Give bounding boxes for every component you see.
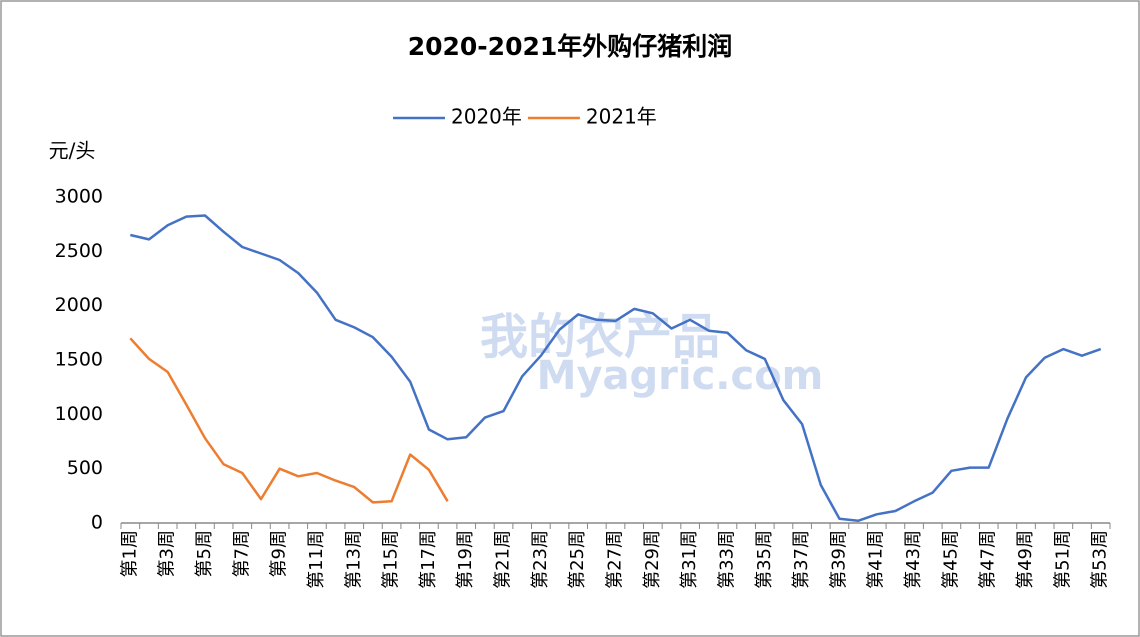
x-tick-label: 第23周 xyxy=(530,530,551,589)
x-tick-label: 第41周 xyxy=(866,530,887,589)
x-tick-label: 第1周 xyxy=(119,530,140,577)
x-tick-label: 第45周 xyxy=(940,530,961,589)
y-tick-label: 1500 xyxy=(55,349,103,371)
x-tick-label: 第11周 xyxy=(306,530,327,589)
line-series xyxy=(130,214,1102,523)
x-tick-label: 第29周 xyxy=(642,530,663,589)
chart-title: 2020-2021年外购仔猪利润 xyxy=(408,32,733,61)
x-tick-label: 第19周 xyxy=(455,530,476,589)
x-tick-label: 第5周 xyxy=(194,530,215,577)
x-tick-label: 第51周 xyxy=(1052,530,1073,589)
y-tick-label: 3000 xyxy=(55,186,103,208)
x-tick-label: 第31周 xyxy=(679,530,700,589)
x-tick-label: 第43周 xyxy=(903,530,924,589)
x-tick-label: 第53周 xyxy=(1090,530,1111,589)
y-tick-label: 0 xyxy=(91,512,103,534)
x-tick-label: 第35周 xyxy=(754,530,775,589)
line-series xyxy=(129,337,449,504)
y-tick-label: 2500 xyxy=(55,240,103,262)
watermark: 我的农产品 xyxy=(480,309,720,365)
x-tick-label: 第3周 xyxy=(157,530,178,577)
x-tick-label: 第27周 xyxy=(605,530,626,589)
x-tick-label: 第9周 xyxy=(269,530,290,577)
y-axis-label: 元/头 xyxy=(49,139,96,163)
legend-label: 2021年 xyxy=(586,105,657,129)
y-tick-label: 500 xyxy=(67,457,103,479)
watermark: Myagric.com xyxy=(537,353,824,399)
x-tick-label: 第13周 xyxy=(343,530,364,589)
x-tick-label: 第49周 xyxy=(1015,530,1036,589)
legend-label: 2020年 xyxy=(451,105,522,129)
x-tick-label: 第21周 xyxy=(493,530,514,589)
x-tick-label: 第15周 xyxy=(381,530,402,589)
x-tick-label: 第47周 xyxy=(978,530,999,589)
x-tick-label: 第17周 xyxy=(418,530,439,589)
y-tick-label: 2000 xyxy=(55,294,103,316)
x-tick-label: 第25周 xyxy=(567,530,588,589)
x-tick-label: 第33周 xyxy=(716,530,737,589)
x-tick-label: 第39周 xyxy=(828,530,849,589)
x-tick-label: 第7周 xyxy=(231,530,252,577)
x-tick-label: 第37周 xyxy=(791,530,812,589)
y-tick-label: 1000 xyxy=(55,403,103,425)
